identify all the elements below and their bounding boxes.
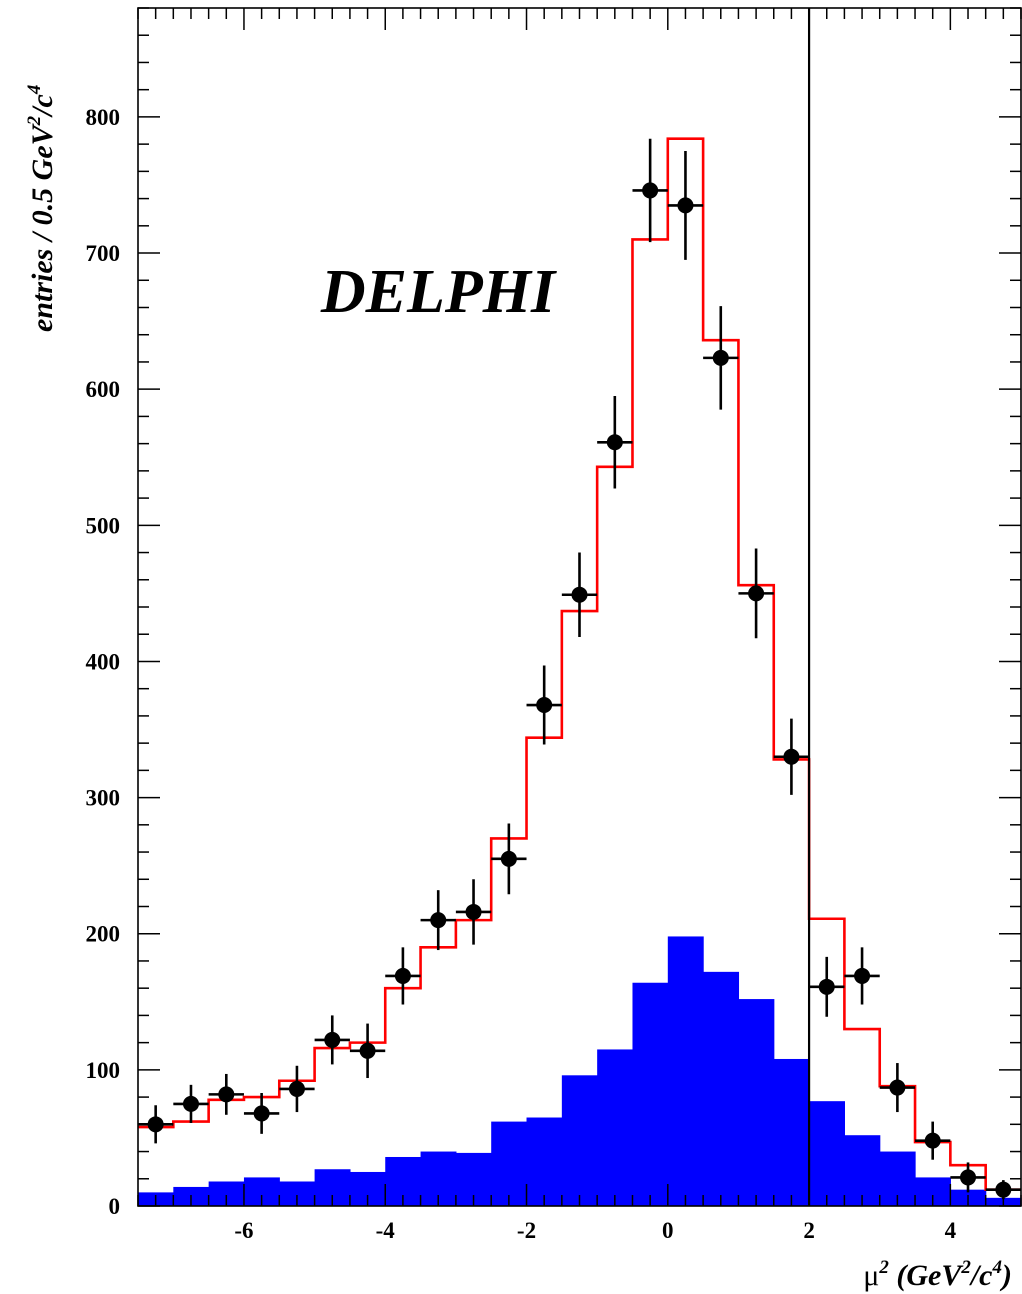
background-bar: [526, 1117, 563, 1206]
data-marker: [430, 912, 447, 929]
x-tick-label: 2: [803, 1218, 815, 1243]
data-marker: [218, 1086, 235, 1103]
experiment-label: DELPHI: [320, 258, 557, 326]
simulation-histogram: [138, 137, 1021, 1191]
data-marker: [147, 1116, 164, 1133]
data-point: [243, 1093, 280, 1134]
data-marker: [924, 1132, 941, 1149]
y-tick-label: 400: [86, 649, 121, 674]
data-point: [703, 306, 739, 410]
data-marker: [571, 586, 588, 603]
data-marker: [960, 1169, 977, 1186]
data-marker: [359, 1042, 376, 1059]
y-tick-label: 0: [109, 1194, 121, 1219]
background-bar: [738, 999, 775, 1206]
data-marker: [712, 349, 729, 366]
data-point: [173, 1084, 209, 1123]
data-marker: [465, 903, 482, 920]
data-point: [526, 665, 562, 745]
x-tick-labels: -6 -4 -2 0 2 4: [234, 1218, 956, 1243]
data-point: [491, 823, 527, 895]
data-marker: [783, 748, 800, 765]
data-marker: [182, 1095, 199, 1112]
y-tick-labels: 0 100 200 300 400 500 600 700 800: [86, 105, 121, 1219]
y-tick-label: 200: [86, 922, 121, 947]
data-point: [597, 395, 633, 489]
data-marker: [889, 1079, 906, 1096]
data-marker: [642, 182, 659, 199]
data-points: [138, 138, 1021, 1200]
data-marker: [288, 1080, 305, 1097]
data-marker: [995, 1181, 1012, 1198]
data-marker: [748, 585, 765, 602]
data-marker: [606, 434, 623, 451]
data-marker: [253, 1105, 270, 1122]
y-tick-label: 600: [86, 377, 121, 402]
background-bar: [597, 1049, 634, 1206]
x-tick-label: -6: [234, 1218, 253, 1243]
background-bar: [561, 1075, 598, 1206]
axis-ticks: [137, 7, 1022, 1207]
data-point: [809, 956, 845, 1017]
data-marker: [394, 967, 411, 984]
y-tick-label: 300: [86, 786, 121, 811]
data-marker: [536, 697, 553, 714]
background-bar: [773, 1058, 810, 1206]
x-axis-title: μ2 (GeV2/c4): [863, 1257, 1012, 1292]
data-point: [773, 718, 810, 795]
data-marker: [677, 197, 694, 214]
background-bar: [703, 971, 740, 1206]
background-histogram: [138, 936, 1022, 1206]
y-tick-label: 500: [86, 513, 121, 538]
y-tick-label: 800: [86, 105, 121, 130]
y-axis-title: entries / 0.5 GeV2/c4: [24, 85, 59, 332]
background-bar: [667, 936, 704, 1206]
y-tick-label: 700: [86, 241, 121, 266]
x-tick-label: -4: [376, 1218, 396, 1243]
data-point: [738, 548, 774, 639]
background-bar: [844, 1135, 881, 1206]
data-point: [349, 1023, 386, 1079]
data-point: [915, 1121, 951, 1160]
data-point: [844, 947, 880, 1005]
y-tick-label: 100: [86, 1058, 121, 1083]
data-marker: [818, 978, 835, 995]
data-point: [385, 947, 421, 1005]
data-point: [208, 1073, 244, 1115]
data-point: [879, 1063, 916, 1113]
data-point: [561, 552, 598, 637]
background-bar: [491, 1121, 528, 1206]
x-tick-label: 0: [662, 1218, 674, 1243]
background-bar: [809, 1101, 845, 1206]
background-bar: [632, 982, 669, 1206]
x-tick-label: -2: [517, 1218, 536, 1243]
data-point: [279, 1065, 315, 1113]
data-marker: [500, 850, 517, 867]
simulation-step-line: [138, 137, 1021, 1191]
x-tick-label: 4: [945, 1218, 957, 1243]
data-point: [420, 890, 456, 951]
data-marker: [324, 1031, 341, 1048]
data-marker: [854, 967, 871, 984]
data-point: [314, 1015, 350, 1065]
data-point: [667, 150, 704, 260]
data-point: [455, 879, 492, 945]
data-point: [632, 138, 668, 243]
data-point: [950, 1162, 986, 1193]
